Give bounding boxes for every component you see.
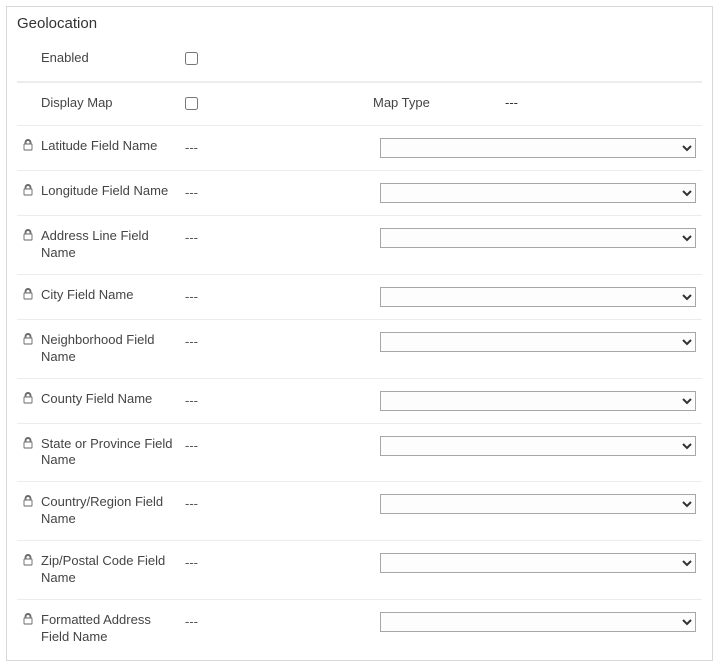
- lock-col-spacer: [23, 95, 37, 96]
- display-map-label: Display Map: [37, 95, 185, 112]
- address-line-select[interactable]: [380, 228, 696, 248]
- lock-icon: [23, 391, 37, 404]
- country-select-wrap: [373, 494, 702, 514]
- row-state: State or Province Field Name ---: [17, 424, 702, 483]
- map-type-value: ---: [505, 95, 702, 110]
- longitude-value: ---: [185, 183, 373, 200]
- row-zip: Zip/Postal Code Field Name ---: [17, 541, 702, 600]
- row-latitude: Latitude Field Name ---: [17, 126, 702, 171]
- country-label: Country/Region Field Name: [37, 494, 185, 528]
- enabled-checkbox[interactable]: [185, 52, 198, 65]
- city-select-wrap: [373, 287, 702, 307]
- county-value: ---: [185, 391, 373, 408]
- zip-select[interactable]: [380, 553, 696, 573]
- neighborhood-select-wrap: [373, 332, 702, 352]
- geolocation-panel: Geolocation Enabled Display Map Map Type…: [6, 6, 713, 661]
- panel-title: Geolocation: [17, 15, 702, 32]
- display-map-checkbox[interactable]: [185, 97, 198, 110]
- latitude-value: ---: [185, 138, 373, 155]
- city-label: City Field Name: [37, 287, 185, 304]
- state-value: ---: [185, 436, 373, 453]
- display-map-value-cell: [185, 95, 373, 110]
- row-city: City Field Name ---: [17, 275, 702, 320]
- neighborhood-select[interactable]: [380, 332, 696, 352]
- lock-icon: [23, 494, 37, 507]
- lock-icon: [23, 612, 37, 625]
- longitude-label: Longitude Field Name: [37, 183, 185, 200]
- zip-label: Zip/Postal Code Field Name: [37, 553, 185, 587]
- lock-icon: [23, 228, 37, 241]
- address-line-label: Address Line Field Name: [37, 228, 185, 262]
- neighborhood-label: Neighborhood Field Name: [37, 332, 185, 366]
- enabled-value-cell: [185, 50, 373, 65]
- zip-value: ---: [185, 553, 373, 570]
- lock-icon: [23, 183, 37, 196]
- state-select-wrap: [373, 436, 702, 456]
- longitude-select[interactable]: [380, 183, 696, 203]
- county-select[interactable]: [380, 391, 696, 411]
- zip-select-wrap: [373, 553, 702, 573]
- city-select[interactable]: [380, 287, 696, 307]
- lock-col-spacer: [23, 50, 37, 51]
- address-line-select-wrap: [373, 228, 702, 248]
- longitude-select-wrap: [373, 183, 702, 203]
- row-address-line: Address Line Field Name ---: [17, 216, 702, 275]
- latitude-select-wrap: [373, 138, 702, 158]
- enabled-label: Enabled: [37, 50, 185, 67]
- row-country: Country/Region Field Name ---: [17, 482, 702, 541]
- latitude-label: Latitude Field Name: [37, 138, 185, 155]
- formatted-value: ---: [185, 612, 373, 629]
- country-select[interactable]: [380, 494, 696, 514]
- row-neighborhood: Neighborhood Field Name ---: [17, 320, 702, 379]
- lock-icon: [23, 332, 37, 345]
- formatted-select-wrap: [373, 612, 702, 632]
- address-line-value: ---: [185, 228, 373, 245]
- row-enabled: Enabled: [17, 38, 702, 82]
- state-select[interactable]: [380, 436, 696, 456]
- lock-icon: [23, 287, 37, 300]
- lock-icon: [23, 138, 37, 151]
- row-display-map: Display Map Map Type ---: [17, 82, 702, 126]
- neighborhood-value: ---: [185, 332, 373, 349]
- country-value: ---: [185, 494, 373, 511]
- row-formatted: Formatted Address Field Name ---: [17, 600, 702, 658]
- formatted-label: Formatted Address Field Name: [37, 612, 185, 646]
- row-county: County Field Name ---: [17, 379, 702, 424]
- latitude-select[interactable]: [380, 138, 696, 158]
- county-select-wrap: [373, 391, 702, 411]
- formatted-select[interactable]: [380, 612, 696, 632]
- lock-icon: [23, 553, 37, 566]
- lock-icon: [23, 436, 37, 449]
- city-value: ---: [185, 287, 373, 304]
- county-label: County Field Name: [37, 391, 185, 408]
- map-type-label: Map Type: [373, 95, 505, 112]
- state-label: State or Province Field Name: [37, 436, 185, 470]
- row-longitude: Longitude Field Name ---: [17, 171, 702, 216]
